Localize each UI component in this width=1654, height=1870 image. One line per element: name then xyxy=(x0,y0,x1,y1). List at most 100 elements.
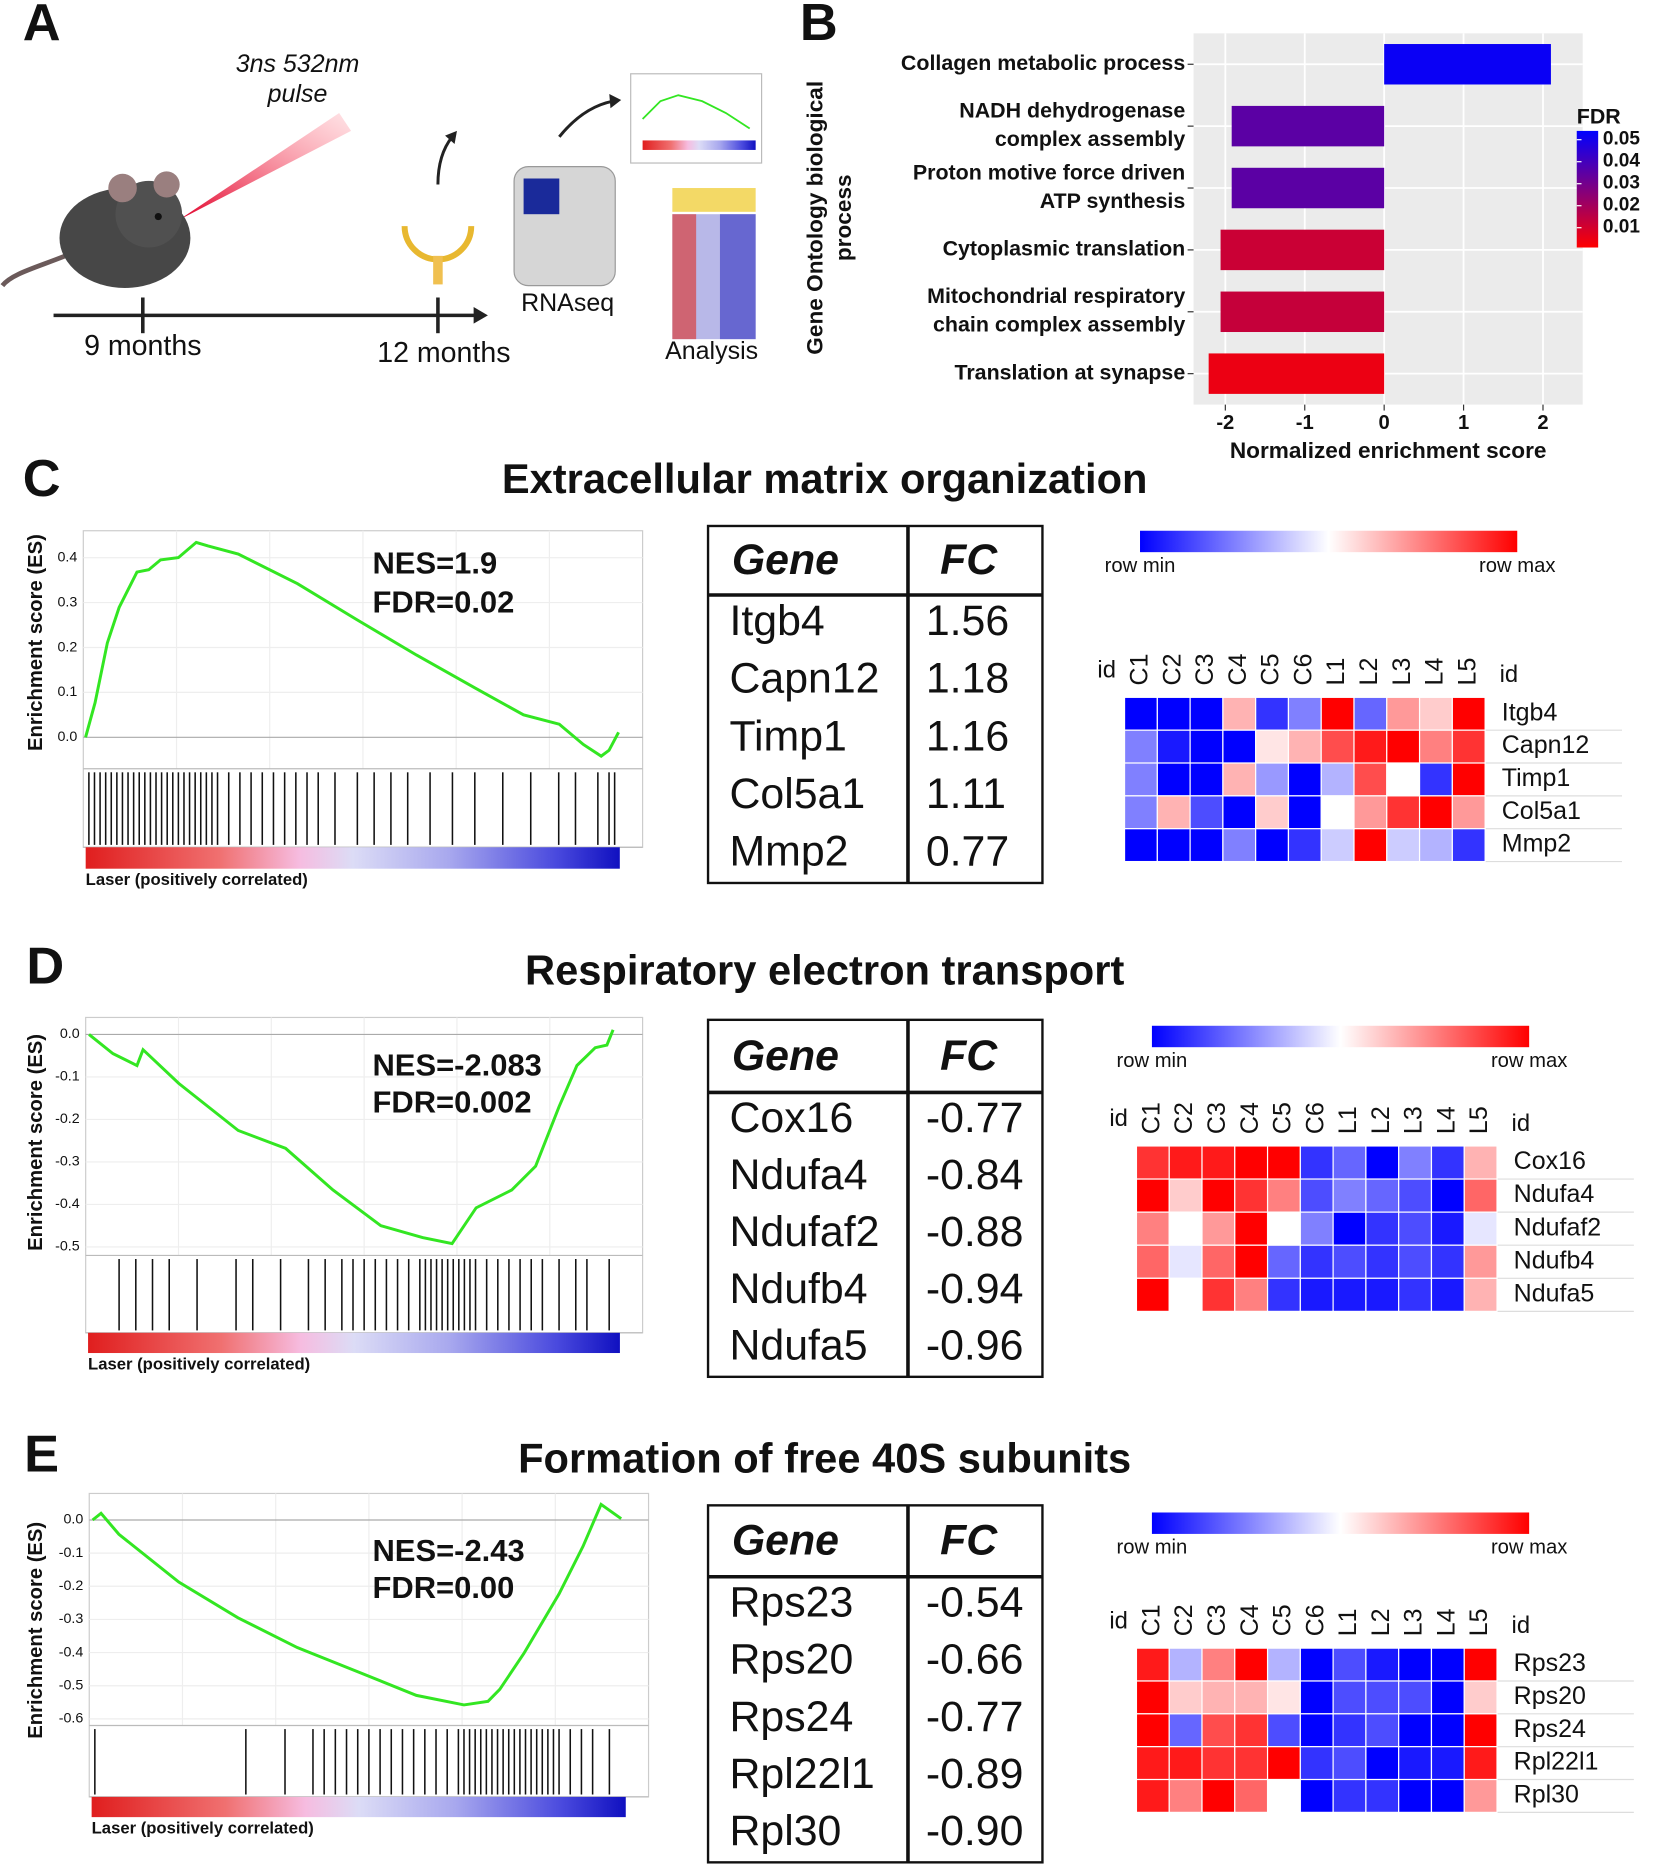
row-label: Timp1 xyxy=(1502,764,1571,792)
heatmap-cell xyxy=(1156,762,1191,797)
column-label: C6 xyxy=(1301,1604,1329,1636)
heatmap-cell xyxy=(1418,696,1453,731)
laser-beam xyxy=(178,113,352,221)
legend-label: row max xyxy=(1479,555,1555,577)
enrichment-curve xyxy=(88,1029,615,1246)
category-label: NADH dehydrogenase xyxy=(959,99,1185,123)
enrichment-curve xyxy=(91,1502,623,1707)
category-label: ATP synthesis xyxy=(1040,189,1186,213)
timeline-arrow xyxy=(473,307,488,324)
heatmap-cell xyxy=(1353,762,1388,797)
table-header: Gene xyxy=(732,536,839,584)
colorbar-tick-label: 0.03 xyxy=(1603,173,1640,194)
column-label: C2 xyxy=(1170,1102,1198,1134)
heatmap-cell xyxy=(1201,1178,1236,1213)
y-tick-label: -0.2 xyxy=(55,1111,80,1127)
panel-label: E xyxy=(24,1426,59,1484)
y-axis-title: Gene Ontology biological xyxy=(802,81,827,355)
heatmap-cell xyxy=(1398,1211,1433,1246)
row-label: Capn12 xyxy=(1502,731,1590,759)
heatmap-cell xyxy=(1287,729,1322,764)
row-label: Cox16 xyxy=(1514,1147,1586,1175)
legend-label: row min xyxy=(1117,1537,1188,1559)
arrow xyxy=(558,99,614,138)
table-cell: -0.66 xyxy=(926,1636,1024,1684)
table-cell: Ndufaf2 xyxy=(729,1208,879,1256)
row-label: Rps23 xyxy=(1514,1649,1586,1677)
table-cell: -0.77 xyxy=(926,1094,1024,1142)
arrowhead xyxy=(609,94,622,109)
rank-bar-label: Laser (positively correlated) xyxy=(86,870,308,889)
table-cell: Rps23 xyxy=(729,1579,853,1627)
table-cell: Ndufa5 xyxy=(729,1322,867,1370)
heatmap-cell xyxy=(1398,1647,1433,1682)
column-label: L4 xyxy=(1421,658,1449,686)
heatmap-cell xyxy=(1234,1145,1269,1180)
panel-label: C xyxy=(23,450,61,508)
column-label: C2 xyxy=(1170,1604,1198,1636)
category-label: Translation at synapse xyxy=(954,360,1185,384)
column-label: L3 xyxy=(1400,1608,1428,1636)
heatmap-cell xyxy=(1398,1680,1433,1715)
table-cell: -0.89 xyxy=(926,1750,1024,1798)
heatmap-cell xyxy=(1201,1680,1236,1715)
y-tick-label: 0.4 xyxy=(58,549,78,565)
bar xyxy=(1220,229,1385,271)
heatmap-cell xyxy=(1201,1211,1236,1246)
row-label: Ndufa5 xyxy=(1514,1279,1595,1307)
annotation: NES=-2.43 xyxy=(372,1533,524,1568)
heatmap-cell xyxy=(1430,1647,1465,1682)
heatmap-cell xyxy=(1234,1211,1269,1246)
row-label: Itgb4 xyxy=(1502,698,1558,726)
retina-cup xyxy=(401,225,475,263)
annotation: NES=1.9 xyxy=(372,545,497,580)
column-label: C3 xyxy=(1191,653,1219,685)
column-label: C4 xyxy=(1236,1102,1264,1134)
row-label: Rpl30 xyxy=(1514,1781,1579,1809)
y-tick-label: -0.4 xyxy=(55,1196,80,1212)
arrow xyxy=(436,135,454,185)
heatmap-cell xyxy=(1320,795,1355,830)
enrichment-curve xyxy=(84,540,620,758)
id-label: id xyxy=(1512,1612,1531,1639)
column-label: L5 xyxy=(1453,658,1481,686)
y-tick-label: -0.5 xyxy=(59,1677,84,1693)
column-label: L1 xyxy=(1322,658,1350,686)
table-cell: -0.96 xyxy=(926,1322,1024,1370)
column-label: C2 xyxy=(1158,653,1186,685)
heatmap-cell xyxy=(1201,1277,1236,1312)
heatmap-cell xyxy=(1135,1746,1170,1781)
table-header: FC xyxy=(940,1032,998,1080)
heatmap-cell xyxy=(1398,1277,1433,1312)
bar xyxy=(1384,44,1551,85)
heatmap-cell xyxy=(1168,1778,1203,1813)
table-frame xyxy=(706,1504,1044,1864)
heatmap-cell xyxy=(1135,1178,1170,1213)
heatmap-cell xyxy=(1135,1145,1170,1180)
optic-nerve xyxy=(433,255,443,285)
column-label: C1 xyxy=(1126,653,1154,685)
heatmap-cell xyxy=(1332,1145,1367,1180)
annotation: FDR=0.00 xyxy=(372,1570,514,1605)
heatmap-cell xyxy=(1135,1713,1170,1748)
category-label: chain complex assembly xyxy=(933,313,1185,337)
row-label: Mmp2 xyxy=(1502,830,1571,858)
column-label: L1 xyxy=(1334,1608,1362,1636)
heatmap-cell xyxy=(1255,762,1290,797)
heatmap-cell xyxy=(1156,729,1191,764)
heatmap-cell xyxy=(1332,1713,1367,1748)
heatmap-cell xyxy=(1156,696,1191,731)
heatmap-cell xyxy=(1463,1211,1498,1246)
heatmap-cell xyxy=(1123,828,1158,863)
heatmap-cell xyxy=(1234,1713,1269,1748)
panel-label: A xyxy=(23,0,61,52)
y-axis-title: Enrichment score (ES) xyxy=(25,534,47,751)
heatmap-cell xyxy=(1299,1713,1334,1748)
heatmap-cell xyxy=(1463,1145,1498,1180)
row-label: Ndufa4 xyxy=(1514,1180,1595,1208)
heatmap-cell xyxy=(1255,696,1290,731)
heatmap-cell xyxy=(1234,1680,1269,1715)
y-axis-title: Enrichment score (ES) xyxy=(25,1522,47,1739)
table-cell: 1.56 xyxy=(926,597,1009,645)
